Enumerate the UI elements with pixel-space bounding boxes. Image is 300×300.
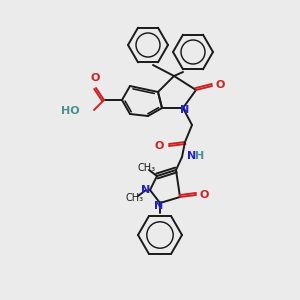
Text: O: O — [200, 190, 209, 200]
Text: HO: HO — [61, 106, 80, 116]
Text: H: H — [195, 151, 204, 161]
Text: N: N — [154, 201, 164, 211]
Text: O: O — [90, 73, 100, 83]
Text: N: N — [141, 185, 151, 195]
Text: O: O — [154, 141, 164, 151]
Text: N: N — [180, 105, 190, 115]
Text: CH₃: CH₃ — [138, 163, 156, 173]
Text: N: N — [187, 151, 196, 161]
Text: O: O — [215, 80, 224, 90]
Text: CH₃: CH₃ — [126, 193, 144, 203]
